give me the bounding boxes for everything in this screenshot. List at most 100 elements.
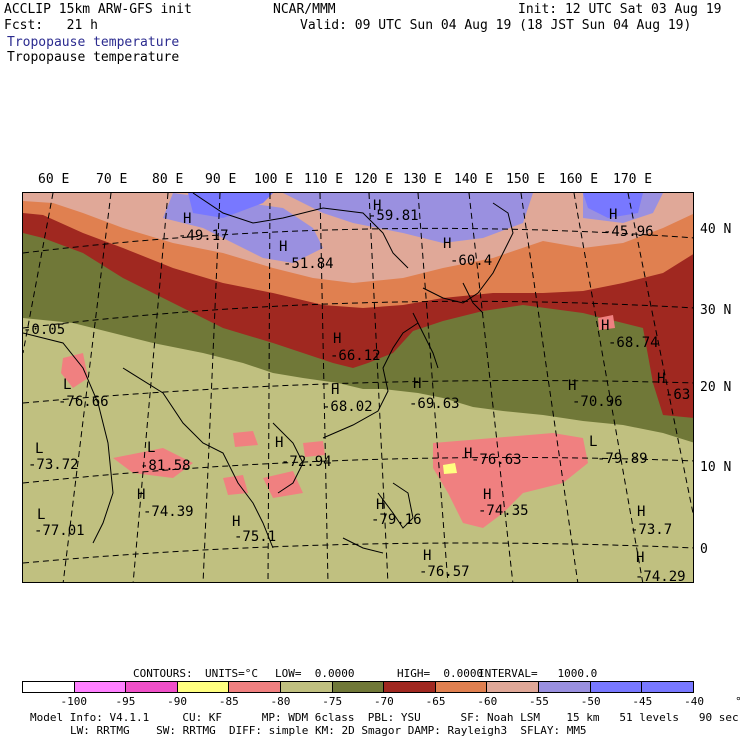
legend-tick-label: -95 xyxy=(115,695,136,708)
center-marker: L xyxy=(147,440,155,456)
lon-label: 120 E xyxy=(354,172,394,187)
lon-label: 100 E xyxy=(254,172,294,187)
center-marker: H xyxy=(609,207,617,223)
valid-time: Valid: 09 UTC Sun 04 Aug 19 (18 JST Sun … xyxy=(300,18,692,33)
field-title-shaded: Tropopause temperature xyxy=(7,35,180,50)
center-marker: H xyxy=(376,497,384,513)
center-marker: H xyxy=(657,371,665,387)
center-marker: H xyxy=(601,318,609,334)
center-marker: H xyxy=(183,211,191,227)
init-time: Init: 12 UTC Sat 03 Aug 19 xyxy=(518,2,722,17)
legend-tick-label: -100 xyxy=(60,695,87,708)
lon-label: 90 E xyxy=(205,172,237,187)
lon-label: 80 E xyxy=(152,172,184,187)
legend-tick-label: -65 xyxy=(425,695,446,708)
center-value: -77.01 xyxy=(34,523,85,539)
graticule xyxy=(23,193,693,582)
legend-tick-label: -40 xyxy=(684,695,704,708)
center-marker: L xyxy=(63,377,71,393)
center-marker: H xyxy=(232,514,240,530)
center-marker: H xyxy=(137,487,145,503)
lon-label: 70 E xyxy=(96,172,128,187)
center-value: -79.16 xyxy=(371,512,422,528)
center-value: -69.63 xyxy=(409,396,460,412)
contours-low: LOW= 0.0000 xyxy=(275,667,355,680)
center-value: -74.35 xyxy=(478,503,529,519)
center-marker: L xyxy=(589,434,597,450)
map-svg: H -59.81 H -49.17 H -51.84 H -60.4 H -45… xyxy=(23,193,693,583)
contours-high: HIGH= 0.0000 xyxy=(397,667,484,680)
legend-swatch xyxy=(177,682,230,692)
center-value: -76.57 xyxy=(419,564,470,580)
legend-tick-label: -75 xyxy=(322,695,343,708)
lat-label: 20 N xyxy=(700,380,732,395)
center-value: -51.84 xyxy=(283,256,334,272)
center-value: -68.74 xyxy=(608,335,659,351)
legend-swatch xyxy=(229,682,282,692)
legend-swatch xyxy=(384,682,436,692)
center-value: -76.63 xyxy=(471,452,522,468)
center-marker: H xyxy=(464,446,472,462)
organization: NCAR/MMM xyxy=(273,2,336,17)
center-value: -49.17 xyxy=(178,228,229,244)
legend-swatch xyxy=(435,682,488,692)
center-value: -66.12 xyxy=(330,348,381,364)
center-value: -74.39 xyxy=(143,504,194,520)
center-value: -81.58 xyxy=(140,458,191,474)
center-value: -63 xyxy=(665,387,690,403)
center-value: -59.81 xyxy=(368,208,419,224)
pressure-center-labels: H -59.81 H -49.17 H -51.84 H -60.4 H -45… xyxy=(23,198,690,583)
center-marker: H xyxy=(331,382,339,398)
legend-swatch xyxy=(126,682,178,692)
center-value: -0.05 xyxy=(23,322,65,338)
band-minus-45 xyxy=(188,193,643,218)
lon-label: 150 E xyxy=(506,172,546,187)
center-value: -70.96 xyxy=(572,394,623,410)
center-marker: H xyxy=(443,236,451,252)
center-marker: H xyxy=(373,198,381,214)
center-marker: H xyxy=(483,487,491,503)
center-value: -73.72 xyxy=(28,457,79,473)
legend-tick-label: -45 xyxy=(632,695,653,708)
center-value: -68.02 xyxy=(322,399,373,415)
center-marker: H xyxy=(413,376,421,392)
lat-label: 10 N xyxy=(700,460,732,475)
center-marker: H xyxy=(423,548,431,564)
legend-swatch xyxy=(590,682,643,692)
center-marker: L xyxy=(37,507,45,523)
forecast-hour: Fcst: 21 h xyxy=(4,18,98,33)
legend-tick-label: -70 xyxy=(373,695,394,708)
center-value: -79.89 xyxy=(597,451,648,467)
center-marker: H xyxy=(568,378,576,394)
legend-swatch xyxy=(539,682,591,692)
legend-tick-label: -80 xyxy=(270,695,291,708)
coastlines xyxy=(23,193,514,554)
legend-swatch xyxy=(23,682,75,692)
lon-label: 140 E xyxy=(454,172,494,187)
center-value: -75.1 xyxy=(234,529,276,545)
legend-tick-label: -90 xyxy=(167,695,188,708)
center-value: -72.94 xyxy=(281,454,332,470)
model-info-line2: LW: RRTMG SW: RRTMG DIFF: simple KM: 2D … xyxy=(70,724,587,737)
center-value: -74.29 xyxy=(635,569,686,583)
contours-label: CONTOURS: xyxy=(133,667,193,680)
model-info-line1: Model Info: V4.1.1 CU: KF MP: WDM 6class… xyxy=(30,711,739,724)
lon-label: 60 E xyxy=(38,172,70,187)
tropopause-temperature-map: H -59.81 H -49.17 H -51.84 H -60.4 H -45… xyxy=(22,192,694,583)
lat-label: 0 xyxy=(700,542,708,557)
center-marker: H xyxy=(333,331,341,347)
center-marker: H xyxy=(637,504,645,520)
legend-swatch xyxy=(332,682,385,692)
legend-swatch xyxy=(487,682,540,692)
color-legend xyxy=(22,681,694,693)
legend-tick-label: -55 xyxy=(529,695,549,708)
center-marker: H xyxy=(275,435,283,451)
center-value: -45.96 xyxy=(603,224,654,240)
center-marker: H xyxy=(279,239,287,255)
model-title: ACCLIP 15km ARW-GFS init xyxy=(4,2,192,17)
center-marker: H xyxy=(636,550,644,566)
center-marker: L xyxy=(35,441,43,457)
center-value: -76.66 xyxy=(58,394,109,410)
contours-interval: INTERVAL= 1000.0 xyxy=(478,667,598,680)
legend-swatch xyxy=(642,682,693,692)
